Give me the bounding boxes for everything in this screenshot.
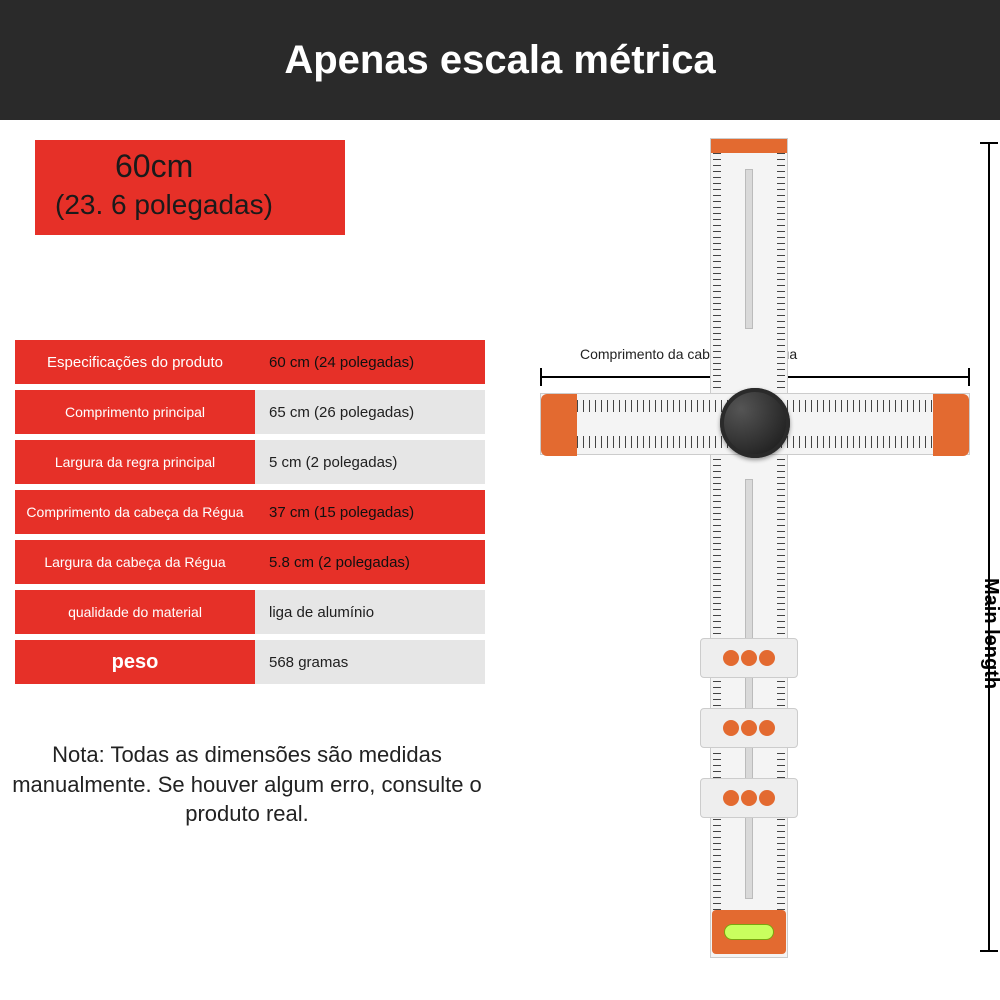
size-badge: 60cm (23. 6 polegadas)	[35, 140, 345, 235]
header-bar: Apenas escala métrica	[0, 0, 1000, 120]
vertical-ruler	[710, 138, 788, 958]
spec-label: Largura da regra principal	[15, 440, 255, 484]
bubble-level	[712, 910, 786, 954]
ruler-diagram: Comprimento da cabeça da Régua Mai	[540, 138, 980, 958]
slider-2	[700, 708, 798, 748]
badge-inches: (23. 6 polegadas)	[55, 189, 325, 221]
spec-value: 5.8 cm (2 polegadas)	[255, 540, 485, 584]
slider-3	[700, 778, 798, 818]
center-knob	[720, 388, 790, 458]
spec-value: liga de alumínio	[255, 590, 485, 634]
spec-row: peso568 gramas	[15, 640, 495, 684]
spec-label: peso	[15, 640, 255, 684]
spec-row: Comprimento da cabeça da Régua37 cm (15 …	[15, 490, 495, 534]
spec-label: Comprimento da cabeça da Régua	[15, 490, 255, 534]
spec-value: 5 cm (2 polegadas)	[255, 440, 485, 484]
spec-table: Especificações do produto60 cm (24 poleg…	[15, 340, 495, 690]
slider-1	[700, 638, 798, 678]
spec-label: Especificações do produto	[15, 340, 255, 384]
spec-row: Largura da cabeça da Régua5.8 cm (2 pole…	[15, 540, 495, 584]
spec-value: 568 gramas	[255, 640, 485, 684]
note-text: Nota: Todas as dimensões são medidas man…	[12, 740, 482, 829]
spec-row: Largura da regra principal5 cm (2 polega…	[15, 440, 495, 484]
dim-main-line	[980, 142, 998, 952]
header-title: Apenas escala métrica	[284, 38, 715, 83]
spec-label: Comprimento principal	[15, 390, 255, 434]
spec-row: qualidade do materialliga de alumínio	[15, 590, 495, 634]
badge-cm: 60cm	[55, 148, 325, 185]
spec-label: Largura da cabeça da Régua	[15, 540, 255, 584]
dim-main-label: Main length	[979, 578, 1000, 689]
spec-row: Comprimento principal65 cm (26 polegadas…	[15, 390, 495, 434]
spec-row: Especificações do produto60 cm (24 poleg…	[15, 340, 495, 384]
spec-value: 65 cm (26 polegadas)	[255, 390, 485, 434]
spec-value: 60 cm (24 polegadas)	[255, 340, 485, 384]
spec-value: 37 cm (15 polegadas)	[255, 490, 485, 534]
content-area: 60cm (23. 6 polegadas) Especificações do…	[0, 120, 1000, 1000]
spec-label: qualidade do material	[15, 590, 255, 634]
